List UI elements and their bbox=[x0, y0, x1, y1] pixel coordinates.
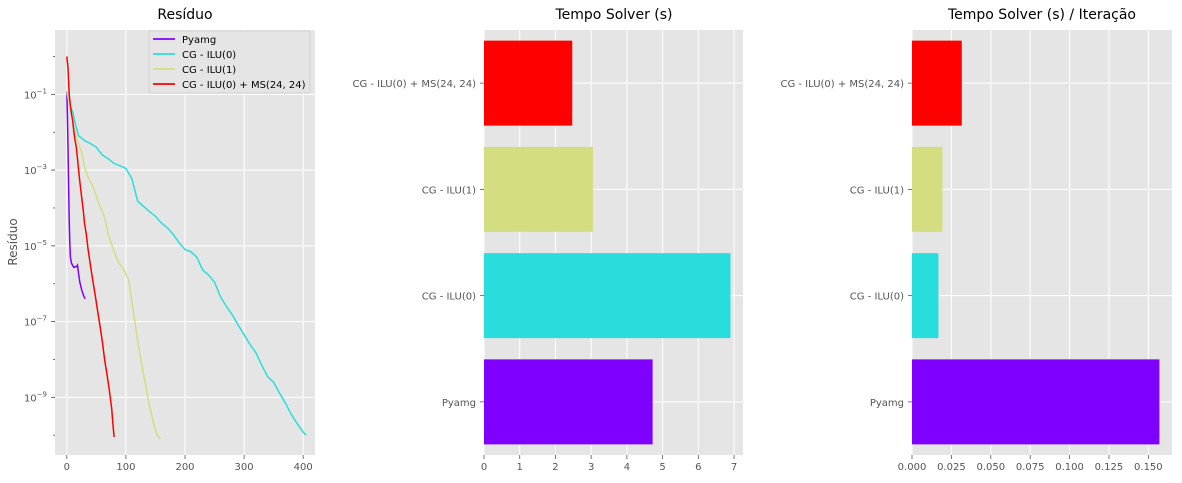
y-tick-label: 10−1 bbox=[24, 87, 47, 101]
y-tick-label: CG - ILU(0) bbox=[422, 292, 476, 303]
y-tick-label: CG - ILU(1) bbox=[422, 185, 476, 196]
y-tick-label: Pyamg bbox=[442, 398, 476, 409]
bar bbox=[912, 253, 939, 339]
x-tick-label: 6 bbox=[695, 462, 701, 473]
solver-time-chart: 0 1 2 3 4 5 6 7 Pyamg CG - ILU(0) CG - ILU(1) CG - … bbox=[352, 7, 743, 473]
y-tick-label: 10−5 bbox=[24, 239, 47, 253]
y-tick-label: CG - ILU(1) bbox=[850, 185, 904, 196]
series-line bbox=[66, 91, 161, 440]
y-tick-label: CG - ILU(0) + MS(24, 24) bbox=[352, 79, 476, 90]
legend-label: Pyamg bbox=[182, 35, 216, 46]
bar bbox=[912, 146, 943, 232]
chart-title: Tempo Solver (s) bbox=[555, 7, 673, 23]
bar bbox=[484, 359, 653, 445]
x-tick-label: 0.000 bbox=[898, 462, 927, 473]
series-line bbox=[66, 56, 115, 437]
y-tick-label: 10−7 bbox=[24, 315, 47, 329]
legend-label: CG - ILU(0) + MS(24, 24) bbox=[182, 80, 306, 91]
x-tick-label: 0.025 bbox=[937, 462, 966, 473]
x-tick-label: 4 bbox=[624, 462, 630, 473]
x-tick-label: 0.125 bbox=[1095, 462, 1124, 473]
x-tick-label: 0 bbox=[481, 462, 487, 473]
legend-label: CG - ILU(1) bbox=[182, 65, 236, 76]
x-tick-label: 7 bbox=[731, 462, 737, 473]
x-tick-label: 300 bbox=[235, 462, 254, 473]
y-tick-label: 10−9 bbox=[24, 390, 47, 404]
x-tick-label: 400 bbox=[294, 462, 313, 473]
x-tick-label: 0 bbox=[64, 462, 70, 473]
y-axis-label: Resíduo bbox=[6, 218, 20, 265]
bar bbox=[484, 146, 593, 232]
bar bbox=[912, 359, 1160, 445]
x-tick-label: 0.050 bbox=[976, 462, 1005, 473]
x-tick-label: 2 bbox=[552, 462, 558, 473]
y-tick-label: CG - ILU(0) bbox=[850, 292, 904, 303]
bar bbox=[484, 40, 573, 126]
series-line bbox=[66, 91, 307, 436]
x-tick-label: 0.150 bbox=[1134, 462, 1163, 473]
x-tick-label: 5 bbox=[659, 462, 665, 473]
y-tick-label: CG - ILU(0) + MS(24, 24) bbox=[780, 79, 904, 90]
x-tick-label: 0.075 bbox=[1016, 462, 1045, 473]
x-tick-label: 200 bbox=[175, 462, 194, 473]
legend-box bbox=[148, 30, 311, 94]
legend-label: CG - ILU(0) bbox=[182, 50, 236, 61]
bar bbox=[484, 253, 731, 339]
x-tick-label: 100 bbox=[116, 462, 135, 473]
x-tick-label: 0.100 bbox=[1055, 462, 1084, 473]
y-tick-label: Pyamg bbox=[870, 398, 904, 409]
legend: Pyamg CG - ILU(0) CG - ILU(1) CG - ILU(0) +… bbox=[148, 30, 311, 94]
x-tick-label: 3 bbox=[588, 462, 594, 473]
y-tick-label: 10−3 bbox=[24, 163, 47, 177]
chart-title: Tempo Solver (s) / Iteração bbox=[947, 7, 1136, 23]
x-tick-label: 1 bbox=[517, 462, 523, 473]
chart-title: Resíduo bbox=[157, 7, 212, 23]
solver-time-per-iteration-chart: 0.000 0.025 0.050 0.075 0.100 0.125 0.150 Pyamg… bbox=[780, 7, 1172, 473]
residual-chart: 0 100 200 300 400 10−1 10−3 10−5 10−7 10−9 Resídu… bbox=[6, 7, 315, 473]
bar bbox=[912, 40, 962, 126]
series-line bbox=[66, 91, 86, 300]
